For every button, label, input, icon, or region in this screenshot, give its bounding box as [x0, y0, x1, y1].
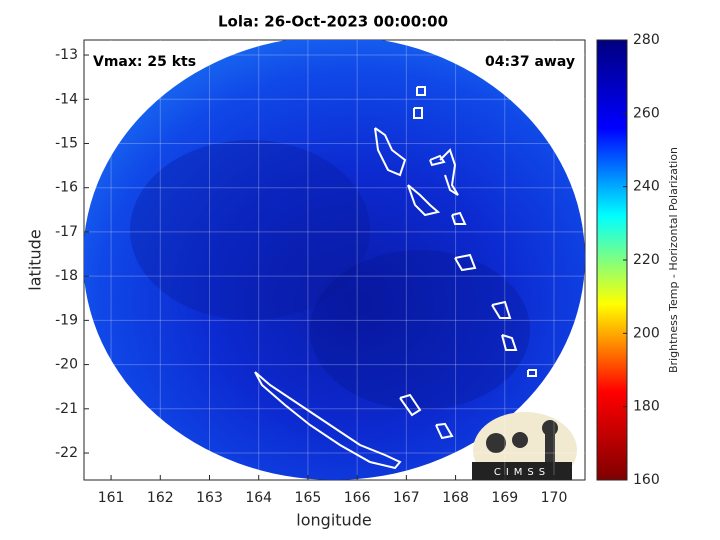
y-tick-label: -14 — [55, 91, 78, 107]
x-tick-label: 161 — [98, 490, 125, 506]
x-tick-label: 169 — [491, 490, 518, 506]
colorbar — [596, 39, 628, 481]
x-axis-label: longitude — [296, 511, 371, 530]
y-axis-label: latitude — [26, 229, 45, 290]
x-tick-label: 168 — [442, 490, 469, 506]
y-tick-label: -19 — [55, 312, 78, 328]
x-tick-label: 165 — [295, 490, 322, 506]
x-tick-label: 164 — [245, 490, 272, 506]
colorbar-tick-label: 200 — [633, 325, 660, 341]
y-tick-label: -17 — [55, 224, 78, 240]
colorbar-tick-label: 260 — [633, 105, 660, 121]
colorbar-tick-label: 220 — [633, 252, 660, 268]
x-tick-label: 170 — [541, 490, 568, 506]
y-tick-label: -20 — [55, 357, 78, 373]
x-tick-label: 166 — [344, 490, 371, 506]
satellite-image: CIMSS — [84, 40, 585, 480]
colorbar-tick-label: 160 — [633, 472, 660, 488]
vmax-annotation: Vmax: 25 kts — [93, 54, 196, 70]
y-tick-label: -22 — [55, 445, 78, 461]
y-tick-label: -15 — [55, 135, 78, 151]
time-annotation: 04:37 away — [485, 54, 575, 70]
colorbar-tick-label: 240 — [633, 179, 660, 195]
logo: CIMSS — [472, 412, 577, 480]
logo-text: CIMSS — [494, 467, 550, 478]
colorbar-label: Brightness Temp - Horizontal Polarizatio… — [667, 147, 680, 373]
colorbar-tick-label: 280 — [633, 32, 660, 48]
x-tick-label: 162 — [147, 490, 174, 506]
x-tick-label: 163 — [196, 490, 223, 506]
y-tick-label: -21 — [55, 401, 78, 417]
colorbar-tick-label: 180 — [633, 399, 660, 415]
y-tick-label: -18 — [55, 268, 78, 284]
x-tick-label: 167 — [393, 490, 420, 506]
y-tick-label: -16 — [55, 180, 78, 196]
y-tick-label: -13 — [55, 47, 78, 63]
title: Lola: 26-Oct-2023 00:00:00 — [218, 13, 448, 31]
